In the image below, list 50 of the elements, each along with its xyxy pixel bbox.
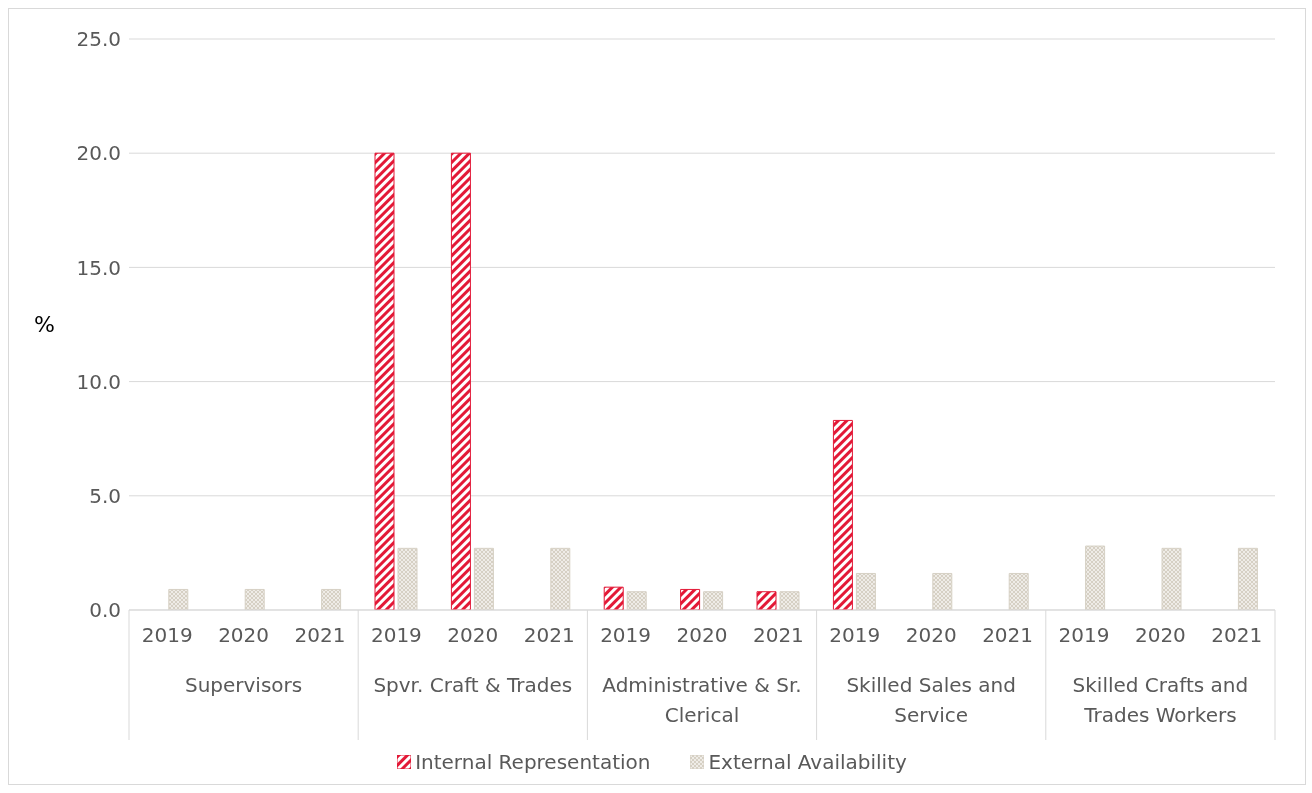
bar bbox=[397, 547, 418, 610]
bar bbox=[779, 591, 800, 610]
legend-label: External Availability bbox=[707, 750, 907, 774]
bar bbox=[626, 591, 647, 610]
x-tick-label: 2021 bbox=[982, 623, 1034, 647]
x-tick-label: 2020 bbox=[676, 623, 728, 647]
bar bbox=[244, 588, 265, 610]
text: Skilled Sales and Service bbox=[846, 673, 1016, 727]
y-tick-label: 5.0 bbox=[89, 483, 121, 508]
bar bbox=[603, 586, 624, 610]
x-tick-label: 2021 bbox=[523, 623, 575, 647]
bar bbox=[1237, 547, 1258, 610]
x-tick-label: 2019 bbox=[141, 623, 193, 647]
bar bbox=[374, 152, 395, 610]
x-tick-label: 2020 bbox=[1134, 623, 1186, 647]
x-tick-label: 2020 bbox=[447, 623, 499, 647]
bar bbox=[932, 572, 953, 610]
text: Supervisors bbox=[184, 673, 303, 697]
x-tick-label: 2019 bbox=[829, 623, 881, 647]
y-tick-label: 25.0 bbox=[76, 27, 121, 52]
x-tick-label: 2021 bbox=[752, 623, 804, 647]
bar bbox=[473, 547, 494, 610]
bar bbox=[680, 588, 701, 610]
x-tick-label: 2019 bbox=[600, 623, 652, 647]
bar bbox=[1008, 572, 1029, 610]
x-tick-label: 2020 bbox=[905, 623, 957, 647]
text: Administrative & Sr. Clerical bbox=[602, 673, 802, 727]
x-tick-label: 2020 bbox=[218, 623, 270, 647]
bar bbox=[550, 547, 571, 610]
bar bbox=[855, 572, 876, 610]
bar bbox=[1085, 545, 1106, 610]
bar bbox=[756, 591, 777, 610]
bar bbox=[1161, 547, 1182, 610]
y-tick-label: 10.0 bbox=[76, 369, 121, 394]
bar bbox=[450, 152, 471, 610]
legend-label: Internal Representation bbox=[414, 750, 651, 774]
text: Skilled Crafts and Trades Workers bbox=[1072, 673, 1249, 727]
bar bbox=[703, 591, 724, 610]
y-tick-label: 15.0 bbox=[76, 255, 121, 280]
bar bbox=[321, 588, 342, 610]
x-tick-label: 2019 bbox=[370, 623, 422, 647]
y-tick-label: 20.0 bbox=[76, 141, 121, 166]
text: Spvr. Craft & Trades bbox=[373, 673, 573, 697]
y-tick-label: 0.0 bbox=[89, 598, 121, 623]
x-tick-label: 2021 bbox=[1211, 623, 1263, 647]
x-tick-label: 2021 bbox=[294, 623, 346, 647]
bar bbox=[832, 419, 853, 610]
bar bbox=[168, 588, 189, 610]
x-tick-label: 2019 bbox=[1058, 623, 1110, 647]
y-axis-title: % bbox=[34, 312, 55, 338]
